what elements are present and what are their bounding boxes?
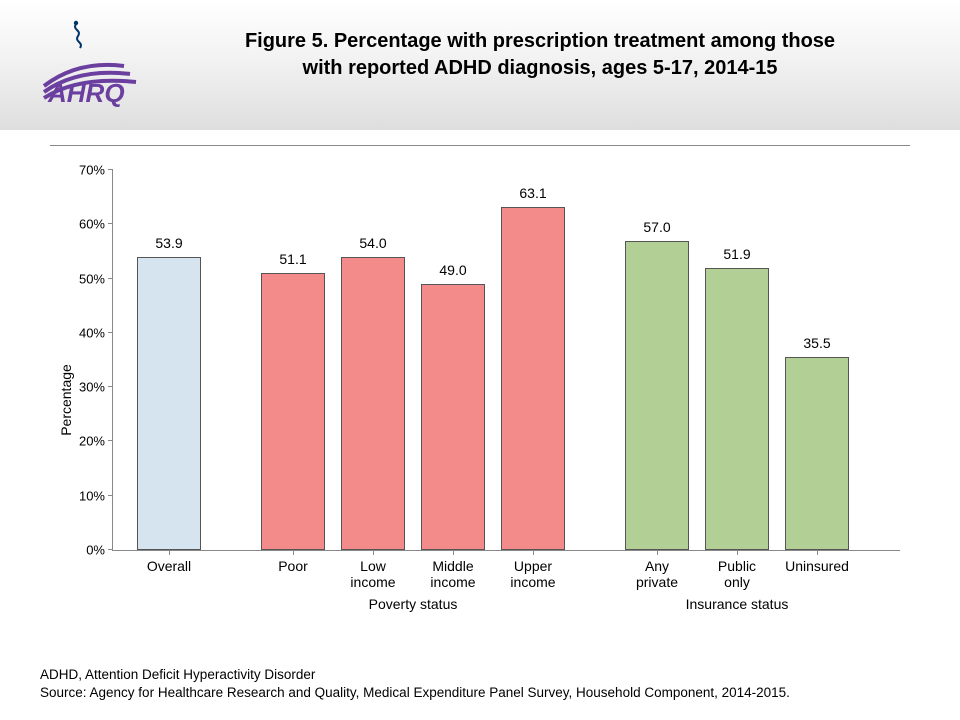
group-label: Insurance status: [686, 596, 789, 612]
bar: [137, 257, 201, 550]
bar-value-label: 35.5: [777, 335, 857, 351]
header-gradient: AHRQ Figure 5. Percentage with prescript…: [0, 0, 960, 130]
y-tick-mark: [108, 495, 113, 496]
x-tick-mark: [657, 550, 658, 555]
title-line-1: Figure 5. Percentage with prescription t…: [245, 30, 835, 52]
y-tick-label: 10%: [65, 488, 105, 503]
y-tick-mark: [108, 440, 113, 441]
bar: [625, 241, 689, 550]
category-label: Uninsured: [772, 558, 862, 574]
category-label: Anyprivate: [612, 558, 702, 590]
bar-value-label: 51.1: [253, 251, 333, 267]
figure-title: Figure 5. Percentage with prescription t…: [180, 28, 900, 82]
category-label: Middleincome: [408, 558, 498, 590]
x-tick-mark: [169, 550, 170, 555]
y-tick-label: 50%: [65, 271, 105, 286]
category-label: Overall: [124, 558, 214, 574]
bar: [501, 207, 565, 550]
y-tick-mark: [108, 223, 113, 224]
bar-chart: Percentage 0%10%20%30%40%50%60%70%53.9Ov…: [50, 160, 910, 640]
y-tick-label: 30%: [65, 380, 105, 395]
bar: [785, 357, 849, 550]
category-label: Poor: [248, 558, 338, 574]
category-label: Publiconly: [692, 558, 782, 590]
header-rule: [50, 145, 910, 146]
y-tick-label: 20%: [65, 434, 105, 449]
y-tick-mark: [108, 169, 113, 170]
ahrq-logo: AHRQ: [38, 20, 148, 110]
bar-value-label: 53.9: [129, 235, 209, 251]
y-tick-mark: [108, 386, 113, 387]
x-tick-mark: [533, 550, 534, 555]
bar-value-label: 63.1: [493, 185, 573, 201]
y-tick-label: 40%: [65, 325, 105, 340]
x-tick-mark: [817, 550, 818, 555]
logo-text: AHRQ: [47, 78, 125, 108]
y-tick-label: 60%: [65, 217, 105, 232]
footnote-line-1: ADHD, Attention Deficit Hyperactivity Di…: [40, 666, 920, 684]
y-tick-label: 70%: [65, 163, 105, 178]
y-tick-label: 0%: [65, 543, 105, 558]
bar-value-label: 51.9: [697, 246, 777, 262]
plot-area: 0%10%20%30%40%50%60%70%53.9Overall51.1Po…: [112, 170, 900, 551]
category-label: Upperincome: [488, 558, 578, 590]
title-line-2: with reported ADHD diagnosis, ages 5-17,…: [303, 57, 778, 79]
y-tick-mark: [108, 278, 113, 279]
bar: [421, 284, 485, 550]
bar: [705, 268, 769, 550]
bar-value-label: 49.0: [413, 262, 493, 278]
x-tick-mark: [737, 550, 738, 555]
x-tick-mark: [293, 550, 294, 555]
y-axis-label: Percentage: [58, 364, 74, 436]
y-tick-mark: [108, 549, 113, 550]
category-label: Lowincome: [328, 558, 418, 590]
bar-value-label: 54.0: [333, 235, 413, 251]
bar-value-label: 57.0: [617, 219, 697, 235]
footnote-line-2: Source: Agency for Healthcare Research a…: [40, 684, 920, 702]
y-tick-mark: [108, 332, 113, 333]
x-tick-mark: [373, 550, 374, 555]
footnote: ADHD, Attention Deficit Hyperactivity Di…: [40, 666, 920, 702]
bar: [341, 257, 405, 550]
bar: [261, 273, 325, 550]
group-label: Poverty status: [369, 596, 458, 612]
x-tick-mark: [453, 550, 454, 555]
